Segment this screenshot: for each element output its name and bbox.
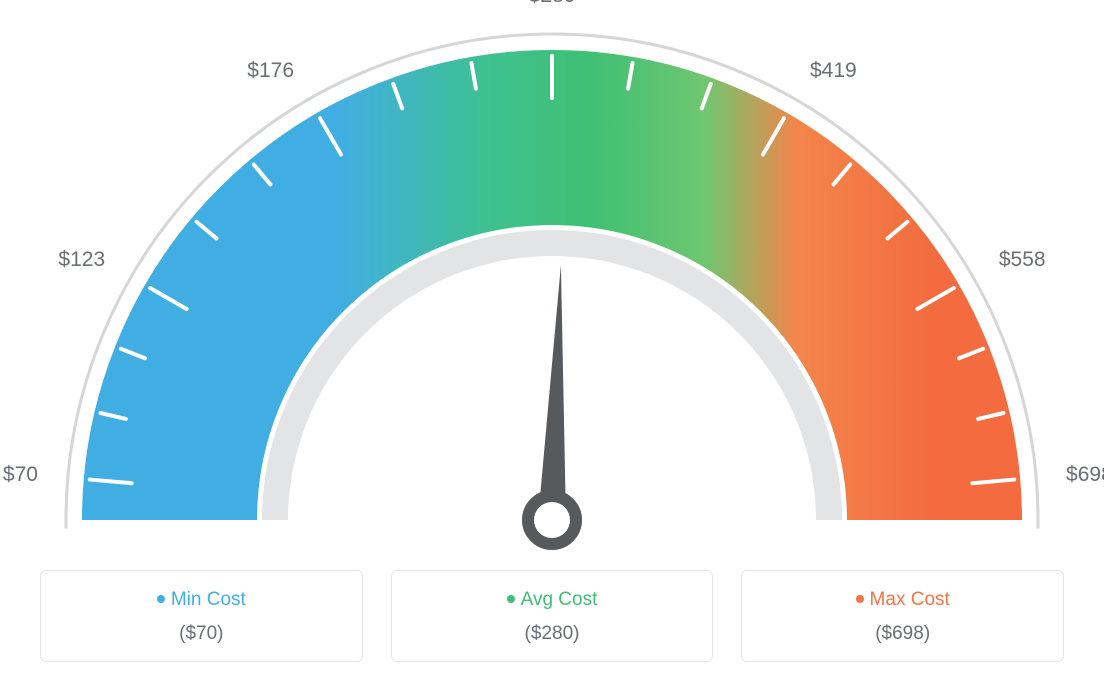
- legend-title-avg: Avg Cost: [402, 589, 703, 611]
- dot-icon: [507, 595, 515, 603]
- gauge-svg: $70 $123 $176 $280 $419 $558 $698: [0, 0, 1104, 560]
- svg-text:$280: $280: [529, 0, 576, 7]
- svg-text:$419: $419: [810, 59, 857, 82]
- dot-icon: [856, 595, 864, 603]
- svg-text:$70: $70: [3, 463, 38, 486]
- svg-text:$123: $123: [58, 248, 105, 271]
- gauge-chart: $70 $123 $176 $280 $419 $558 $698: [0, 0, 1104, 560]
- legend-title-max: Max Cost: [752, 589, 1053, 611]
- chart-container: $70 $123 $176 $280 $419 $558 $698 Min Cost ($7…: [0, 0, 1104, 690]
- legend-title-avg-text: Avg Cost: [521, 589, 598, 610]
- legend-card-min: Min Cost ($70): [40, 570, 363, 662]
- svg-text:$176: $176: [247, 59, 294, 82]
- legend-value-min: ($70): [51, 623, 352, 645]
- legend-title-min: Min Cost: [51, 589, 352, 611]
- legend-value-max: ($698): [752, 623, 1053, 645]
- legend-row: Min Cost ($70) Avg Cost ($280) Max Cost …: [40, 570, 1064, 662]
- dot-icon: [157, 595, 165, 603]
- svg-text:$698: $698: [1066, 463, 1104, 486]
- legend-title-min-text: Min Cost: [171, 589, 246, 610]
- legend-title-max-text: Max Cost: [870, 589, 950, 610]
- svg-text:$558: $558: [999, 248, 1046, 271]
- legend-card-max: Max Cost ($698): [741, 570, 1064, 662]
- legend-card-avg: Avg Cost ($280): [391, 570, 714, 662]
- legend-value-avg: ($280): [402, 623, 703, 645]
